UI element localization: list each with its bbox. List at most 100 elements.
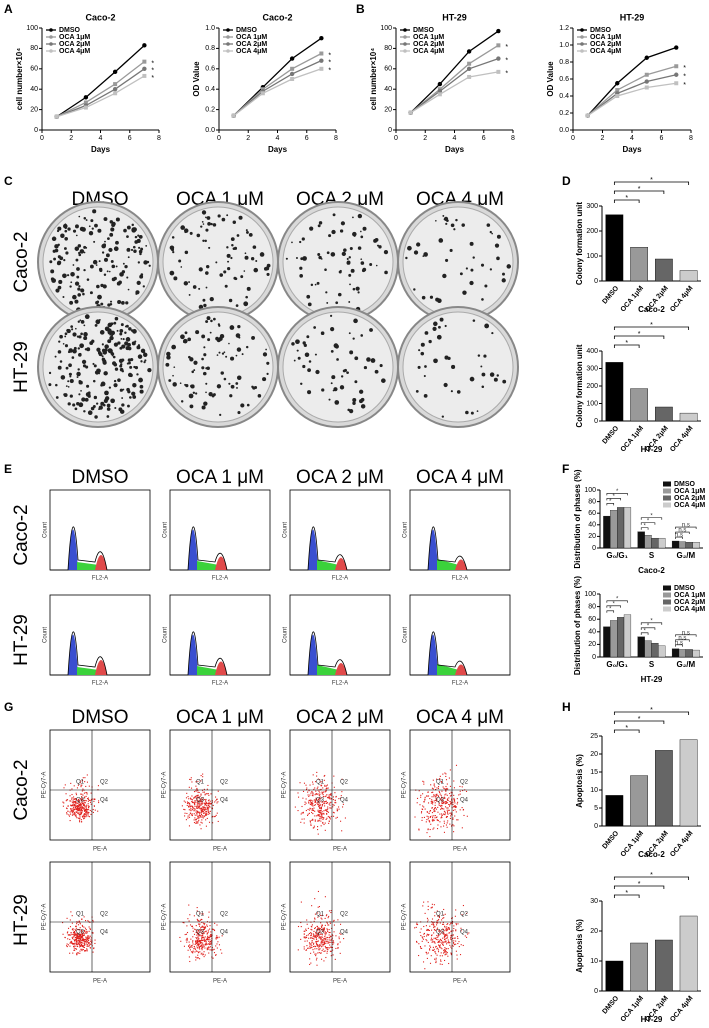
- colony: [76, 276, 79, 279]
- event: [447, 798, 448, 799]
- event: [432, 939, 433, 940]
- event: [329, 910, 330, 911]
- event: [447, 935, 448, 936]
- colony: [104, 274, 106, 276]
- event: [314, 799, 315, 800]
- event: [76, 817, 77, 818]
- data-point: [615, 81, 619, 85]
- axis-label: PE-Cy7-A: [162, 904, 168, 931]
- event: [83, 808, 84, 809]
- event: [329, 821, 330, 822]
- colony: [354, 356, 358, 360]
- axis-label: PE-Cy7-A: [402, 772, 408, 799]
- colony: [306, 335, 309, 338]
- event: [322, 817, 323, 818]
- event: [197, 957, 198, 958]
- event: [430, 784, 431, 785]
- event: [89, 786, 90, 787]
- event: [433, 827, 434, 828]
- event: [433, 811, 434, 812]
- event: [87, 920, 88, 921]
- significance: n.s: [682, 630, 690, 636]
- legend-label: OCA 1μM: [590, 34, 621, 41]
- event: [426, 832, 427, 833]
- event: [93, 812, 94, 813]
- event: [319, 818, 320, 819]
- colony: [56, 396, 59, 399]
- colony: [75, 328, 77, 330]
- event: [87, 935, 88, 936]
- column-label: OCA 1 μM: [176, 707, 264, 728]
- event: [452, 817, 453, 818]
- column-label: DMSO: [72, 707, 129, 728]
- event: [433, 815, 434, 816]
- event: [194, 946, 195, 947]
- event: [449, 929, 450, 930]
- colony: [72, 356, 75, 359]
- axis-label: Count: [403, 627, 409, 643]
- colony: [307, 390, 311, 394]
- colony: [101, 244, 106, 249]
- event: [77, 810, 78, 811]
- event: [426, 925, 427, 926]
- colony: [296, 257, 298, 259]
- x-tick-label: 2: [246, 135, 250, 142]
- colony: [122, 370, 124, 372]
- event: [70, 919, 71, 920]
- event: [437, 819, 438, 820]
- event: [210, 946, 211, 947]
- bar: [686, 542, 693, 548]
- colony: [227, 267, 230, 270]
- colony: [125, 301, 128, 304]
- colony: [105, 326, 110, 331]
- event: [428, 952, 429, 953]
- event: [457, 803, 458, 804]
- axis-label: FL2-A: [332, 681, 348, 687]
- event: [197, 805, 198, 806]
- colony: [243, 301, 248, 306]
- colony: [344, 369, 347, 372]
- colony: [140, 390, 144, 394]
- event: [77, 946, 78, 947]
- event: [197, 947, 198, 948]
- event: [443, 909, 444, 910]
- event: [86, 942, 87, 943]
- colony: [55, 288, 59, 292]
- event: [201, 812, 202, 813]
- event: [319, 814, 320, 815]
- event: [308, 814, 309, 815]
- event: [457, 923, 458, 924]
- colony: [138, 378, 143, 383]
- event: [84, 817, 85, 818]
- event: [72, 814, 73, 815]
- event: [95, 810, 96, 811]
- event: [308, 802, 309, 803]
- event: [205, 801, 206, 802]
- colony: [219, 414, 221, 416]
- event: [199, 806, 200, 807]
- colony: [311, 284, 313, 286]
- event: [461, 944, 462, 945]
- colony: [114, 380, 116, 382]
- event: [430, 816, 431, 817]
- event: [83, 807, 84, 808]
- event: [198, 807, 199, 808]
- event: [323, 951, 324, 952]
- event: [207, 933, 208, 934]
- event: [191, 795, 192, 796]
- legend-label: OCA 2μM: [674, 599, 705, 606]
- event: [66, 808, 67, 809]
- x-tick-label: 4: [453, 135, 457, 142]
- event: [217, 813, 218, 814]
- event: [419, 790, 420, 791]
- colony: [215, 261, 217, 263]
- event: [440, 806, 441, 807]
- event: [83, 805, 84, 806]
- colony: [57, 261, 61, 265]
- y-axis-label: OD Value: [192, 61, 201, 97]
- event: [86, 933, 87, 934]
- event: [442, 808, 443, 809]
- event: [191, 777, 192, 778]
- colony: [495, 243, 499, 247]
- event: [445, 940, 446, 941]
